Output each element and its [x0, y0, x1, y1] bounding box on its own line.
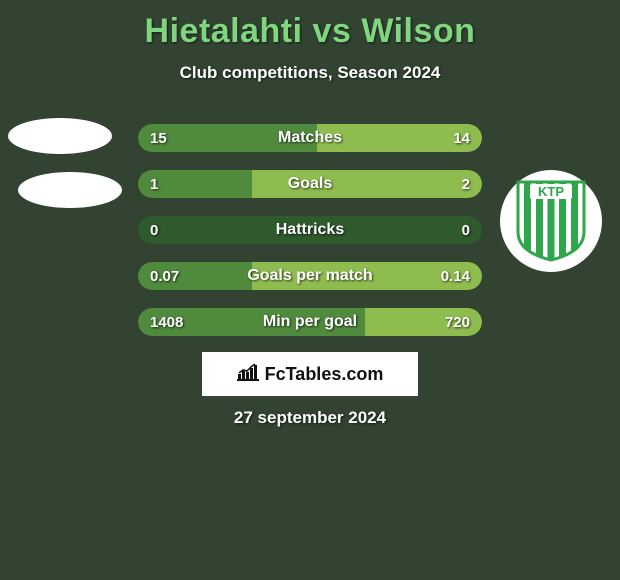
ktp-badge-icon: KTP [516, 180, 586, 262]
fctables-label: FcTables.com [265, 364, 384, 385]
svg-text:KTP: KTP [538, 184, 564, 199]
stat-row: 1408720Min per goal [138, 308, 482, 336]
team-emblem-left-placeholder-1 [8, 118, 112, 154]
title-player-right: Wilson [361, 12, 475, 50]
title-vs: vs [313, 12, 352, 50]
stat-label: Hattricks [138, 216, 482, 244]
stat-row: 1514Matches [138, 124, 482, 152]
stat-label: Goals per match [138, 262, 482, 290]
stat-label: Goals [138, 170, 482, 198]
stats-bars: 1514Matches 12Goals 00Hattricks 0.070.14Goa… [138, 124, 482, 354]
stat-label: Matches [138, 124, 482, 152]
date-label: 27 september 2024 [0, 408, 620, 428]
stat-row: 12Goals [138, 170, 482, 198]
team-emblem-left-placeholder-2 [18, 172, 122, 208]
stat-row: 0.070.14Goals per match [138, 262, 482, 290]
fctables-watermark: FcTables.com [202, 352, 418, 396]
stat-label: Min per goal [138, 308, 482, 336]
stat-row: 00Hattricks [138, 216, 482, 244]
subtitle: Club competitions, Season 2024 [0, 63, 620, 83]
title-player-left: Hietalahti [145, 12, 303, 50]
page-title: Hietalahti vs Wilson [0, 0, 620, 51]
fctables-chart-icon [237, 363, 259, 386]
team-emblem-right: KTP [500, 170, 602, 272]
